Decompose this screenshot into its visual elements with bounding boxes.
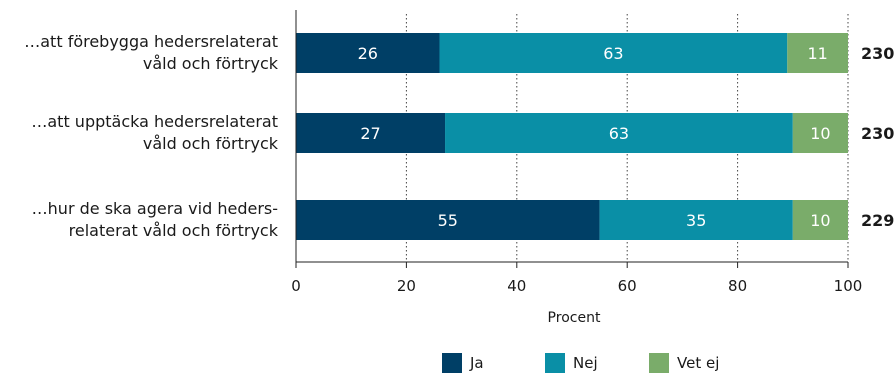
n-labels: 230 230 229 <box>861 44 894 230</box>
legend-swatch <box>649 353 669 373</box>
bar-vet-ej-1 <box>792 113 848 153</box>
bar-vet-ej-0 <box>787 33 848 73</box>
tick-label-20: 20 <box>397 277 416 295</box>
category-label-1: …att upptäcka hedersrelaterat våld och fö… <box>0 111 278 155</box>
bar-vet-ej-2 <box>792 200 848 240</box>
bar-nej-0 <box>439 33 788 73</box>
bar-nej-2 <box>599 200 793 240</box>
data-label-ja-2: 55 <box>438 211 458 230</box>
legend-item-vet-ej: Vet ej <box>649 353 719 373</box>
data-label-nej-2: 35 <box>686 211 706 230</box>
legend-label: Nej <box>573 354 598 372</box>
legend-swatch <box>442 353 462 373</box>
x-axis: 0 20 40 60 80 100 <box>291 10 862 295</box>
legend-swatch <box>545 353 565 373</box>
category-label-line: …att förebygga hedersrelaterat <box>24 32 278 51</box>
n-label-2: 229 <box>861 211 894 230</box>
tick-label-40: 40 <box>507 277 526 295</box>
tick-label-0: 0 <box>291 277 301 295</box>
legend-label: Ja <box>470 354 484 372</box>
bar-nej-1 <box>445 113 793 153</box>
n-label-0: 230 <box>861 44 894 63</box>
tick-label-60: 60 <box>618 277 637 295</box>
category-label-2: …hur de ska agera vid heders-relaterat v… <box>0 198 278 242</box>
category-label-line: våld och förtryck <box>142 134 278 153</box>
category-label-0: …att förebygga hedersrelaterat våld och f… <box>0 31 278 75</box>
bar-ja-2 <box>296 200 600 240</box>
data-label-nej-1: 63 <box>609 124 629 143</box>
tick-label-80: 80 <box>728 277 747 295</box>
tick-label-100: 100 <box>834 277 863 295</box>
data-label-ja-0: 26 <box>358 44 378 63</box>
n-label-1: 230 <box>861 124 894 143</box>
bar-ja-1 <box>296 113 446 153</box>
legend: Ja Nej Vet ej <box>0 353 895 375</box>
legend-item-nej: Nej <box>545 353 598 373</box>
data-label-vet-ej-1: 10 <box>810 124 830 143</box>
category-label-line: våld och förtryck <box>142 54 278 73</box>
x-axis-title: Procent <box>548 310 601 326</box>
bars: 26 63 11 27 63 10 55 35 10 <box>296 33 848 240</box>
data-label-nej-0: 63 <box>603 44 623 63</box>
bar-ja-0 <box>296 33 440 73</box>
data-label-vet-ej-2: 10 <box>810 211 830 230</box>
data-label-ja-1: 27 <box>360 124 380 143</box>
category-label-line: …att upptäcka hedersrelaterat <box>31 112 278 131</box>
category-label-line: …hur de ska agera vid heders- <box>31 199 278 218</box>
data-label-vet-ej-0: 11 <box>807 44 827 63</box>
category-label-line: relaterat våld och förtryck <box>68 221 278 240</box>
legend-item-ja: Ja <box>442 353 484 373</box>
legend-label: Vet ej <box>677 354 720 372</box>
